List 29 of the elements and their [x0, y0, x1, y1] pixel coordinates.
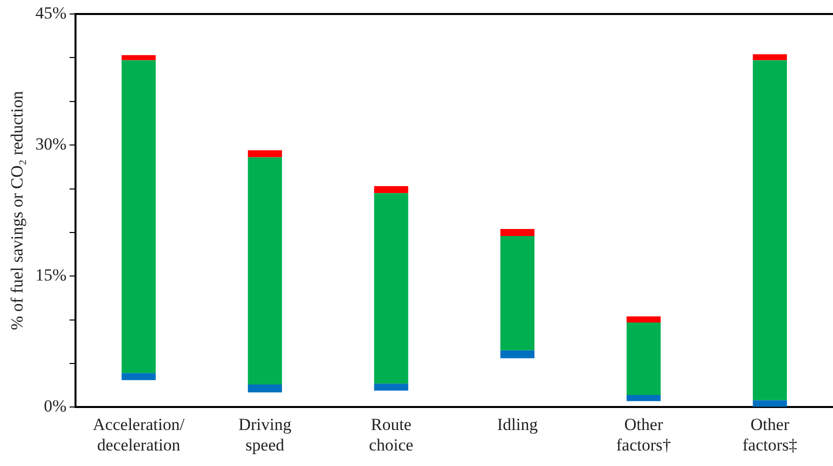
y-axis-title: % of fuel savings or CO₂ reduction: [8, 90, 27, 330]
bar: [752, 400, 787, 407]
bar: [122, 55, 156, 60]
bar: [122, 373, 156, 380]
bar: [752, 54, 787, 60]
bar: [248, 150, 282, 158]
bar: [374, 186, 408, 194]
bar: [626, 316, 661, 322]
bar: [500, 228, 534, 236]
x-tick-label: Driving speed: [238, 414, 292, 454]
bar: [248, 157, 282, 384]
x-tick-label: Other factors†: [616, 414, 672, 454]
bar: [500, 236, 534, 350]
bar: [752, 60, 787, 400]
bar: [122, 60, 156, 374]
y-tick-label: 15%: [35, 266, 67, 285]
x-tick-label: Route choice: [368, 414, 414, 454]
y-tick-label: 30%: [35, 134, 67, 154]
bar: [626, 322, 661, 395]
bar: [626, 394, 661, 402]
bar: [500, 350, 534, 358]
bar: [374, 384, 408, 391]
x-tick-label: Other factors‡: [742, 414, 798, 454]
bar: [374, 193, 408, 384]
bar: [248, 384, 282, 392]
y-tick-label: 0%: [44, 396, 67, 416]
y-tick-label: 45%: [35, 3, 67, 22]
x-tick-label: Acceleration/ deceleration: [92, 414, 185, 454]
x-tick-label: Idling: [497, 414, 538, 434]
